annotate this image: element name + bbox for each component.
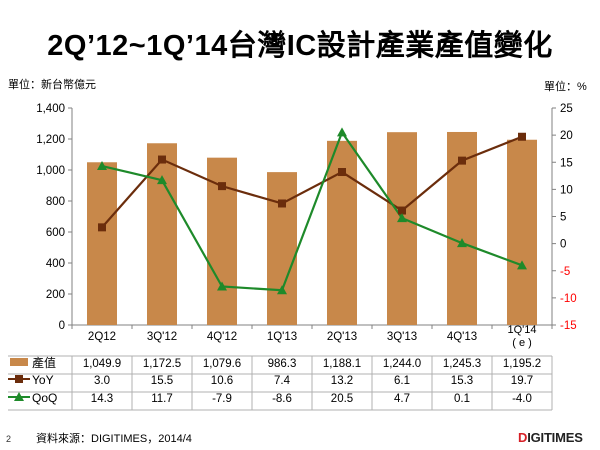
table-cell-value: 0.1 [454,393,470,405]
x-tick-label: 2Q12 [88,331,116,343]
chart-title: 2Q’12~1Q’14台灣IC設計產業產值變化 [47,30,553,62]
legend-marker-yoy [15,375,23,383]
logo-prefix: D [518,430,528,445]
x-tick-label: 1Q'14 [507,324,536,336]
table-cell-value: 15.3 [451,375,473,387]
x-tick-label: 2Q'13 [327,331,357,343]
digitimes-logo: DIGITIMES [518,430,583,445]
point-yoy [218,182,226,191]
x-tick-label: 4Q'13 [447,331,477,343]
x-tick-label: 3Q'13 [387,331,417,343]
right-tick-label: -10 [560,293,577,305]
logo-rest: IGITIMES [527,430,583,445]
right-axis-unit: 單位：% [544,81,587,93]
table-cell-value: -7.9 [212,393,232,405]
legend-key-revenue [10,358,28,366]
legend-label: QoQ [32,391,57,405]
x-tick-label: 1Q'13 [267,331,297,343]
point-yoy [158,155,166,164]
page-number: 2 [6,434,12,444]
left-tick-label: 1,400 [36,103,65,115]
table-cell-value: 1,079.6 [203,358,241,370]
table-cell-value: 15.5 [151,375,173,387]
table-cell-value: 20.5 [331,393,353,405]
point-qoq [517,260,527,270]
point-qoq [337,127,347,137]
left-tick-label: 600 [46,227,65,239]
table-cell-value: 14.3 [91,393,113,405]
source-note: 資料來源：DIGITIMES，2014/4 [36,433,192,445]
table-cell-value: -8.6 [272,393,292,405]
table-cell-value: 1,244.0 [383,358,421,370]
left-tick-label: 800 [46,196,65,208]
combo-chart: 0 200 400 600 800 1,000 1,200 1,400 -15 -10 -5 0 5 10… [8,103,577,411]
bar-revenue [387,132,417,325]
left-tick-label: 200 [46,289,65,301]
left-tick-label: 400 [46,258,65,270]
right-tick-label: -5 [560,266,570,278]
right-tick-label: 25 [560,103,573,115]
x-tick-label: ( e ) [512,337,532,349]
table-cell-value: 3.0 [94,375,110,387]
table-cell-value: 7.4 [274,375,291,387]
point-qoq [457,238,467,248]
line-qoq [101,130,523,292]
right-tick-label: 15 [560,157,573,169]
table-cell-value: 1,188.1 [323,358,361,370]
table-cell-value: 19.7 [511,375,533,387]
point-yoy [518,132,526,141]
right-tick-label: -15 [560,320,577,332]
right-tick-label: 20 [560,130,573,142]
x-tick-label: 4Q'12 [207,331,237,343]
point-qoq [217,281,227,291]
left-tick-label: 1,200 [36,134,65,146]
x-tick-label: 3Q'12 [147,331,177,343]
legend-marker-qoq [14,392,24,401]
line-yoy [101,135,523,229]
table-cell-value: 986.3 [268,358,297,370]
table-cell-value: 1,172.5 [143,358,181,370]
point-qoq [277,285,287,295]
right-tick-label: 5 [560,212,566,224]
table-cell-value: 11.7 [151,393,173,405]
table-cell-value: -4.0 [512,393,532,405]
table-cell-value: 10.6 [211,375,233,387]
right-tick-label: 0 [560,239,566,251]
point-qoq [157,175,167,185]
table-cell-value: 1,195.2 [503,358,541,370]
left-axis-unit: 單位：新台幣億元 [8,79,96,91]
bar-revenue [147,143,177,325]
legend-label: YoY [32,373,54,387]
table-cell-value: 1,049.9 [83,358,121,370]
table-cell-value: 4.7 [394,393,410,405]
point-qoq [397,213,407,223]
point-yoy [338,168,346,177]
bar-revenue [87,162,117,325]
point-yoy [98,223,106,232]
table-cell-value: 6.1 [394,375,410,387]
point-yoy [458,156,466,165]
table-cell-value: 1,245.3 [443,358,481,370]
point-yoy [278,199,286,208]
left-tick-label: 0 [59,320,65,332]
bar-revenue [267,172,297,325]
table-cell-value: 13.2 [331,375,353,387]
point-qoq [97,161,107,171]
bar-revenue [507,139,537,325]
legend-label: 產值 [32,355,56,370]
left-tick-label: 1,000 [36,165,65,177]
right-tick-label: 10 [560,184,573,196]
point-yoy [398,206,406,215]
